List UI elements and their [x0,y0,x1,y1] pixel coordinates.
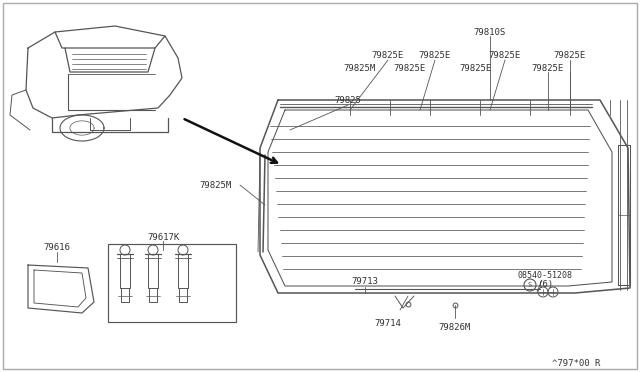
Text: 79825E: 79825E [419,51,451,60]
Text: 79825E: 79825E [489,51,521,60]
Text: 79825E: 79825E [532,64,564,73]
Text: 79617K: 79617K [147,232,179,241]
Text: 79825E: 79825E [554,51,586,60]
Text: 79825: 79825 [335,96,362,105]
Text: 79825M: 79825M [344,64,376,73]
Text: 79825E: 79825E [460,64,492,73]
Text: S: S [528,282,532,288]
Text: ^797*00 R: ^797*00 R [552,359,600,369]
Text: 79826M: 79826M [439,323,471,331]
Text: (6): (6) [537,279,553,289]
Text: 79810S: 79810S [474,28,506,36]
Text: 79714: 79714 [374,318,401,327]
Text: 79825M: 79825M [199,180,231,189]
Text: 79616: 79616 [44,244,70,253]
Text: 08540-51208: 08540-51208 [518,270,573,279]
Text: 79713: 79713 [351,278,378,286]
Bar [108,244,236,322]
Text: 79825E: 79825E [394,64,426,73]
Text: 79825E: 79825E [372,51,404,60]
